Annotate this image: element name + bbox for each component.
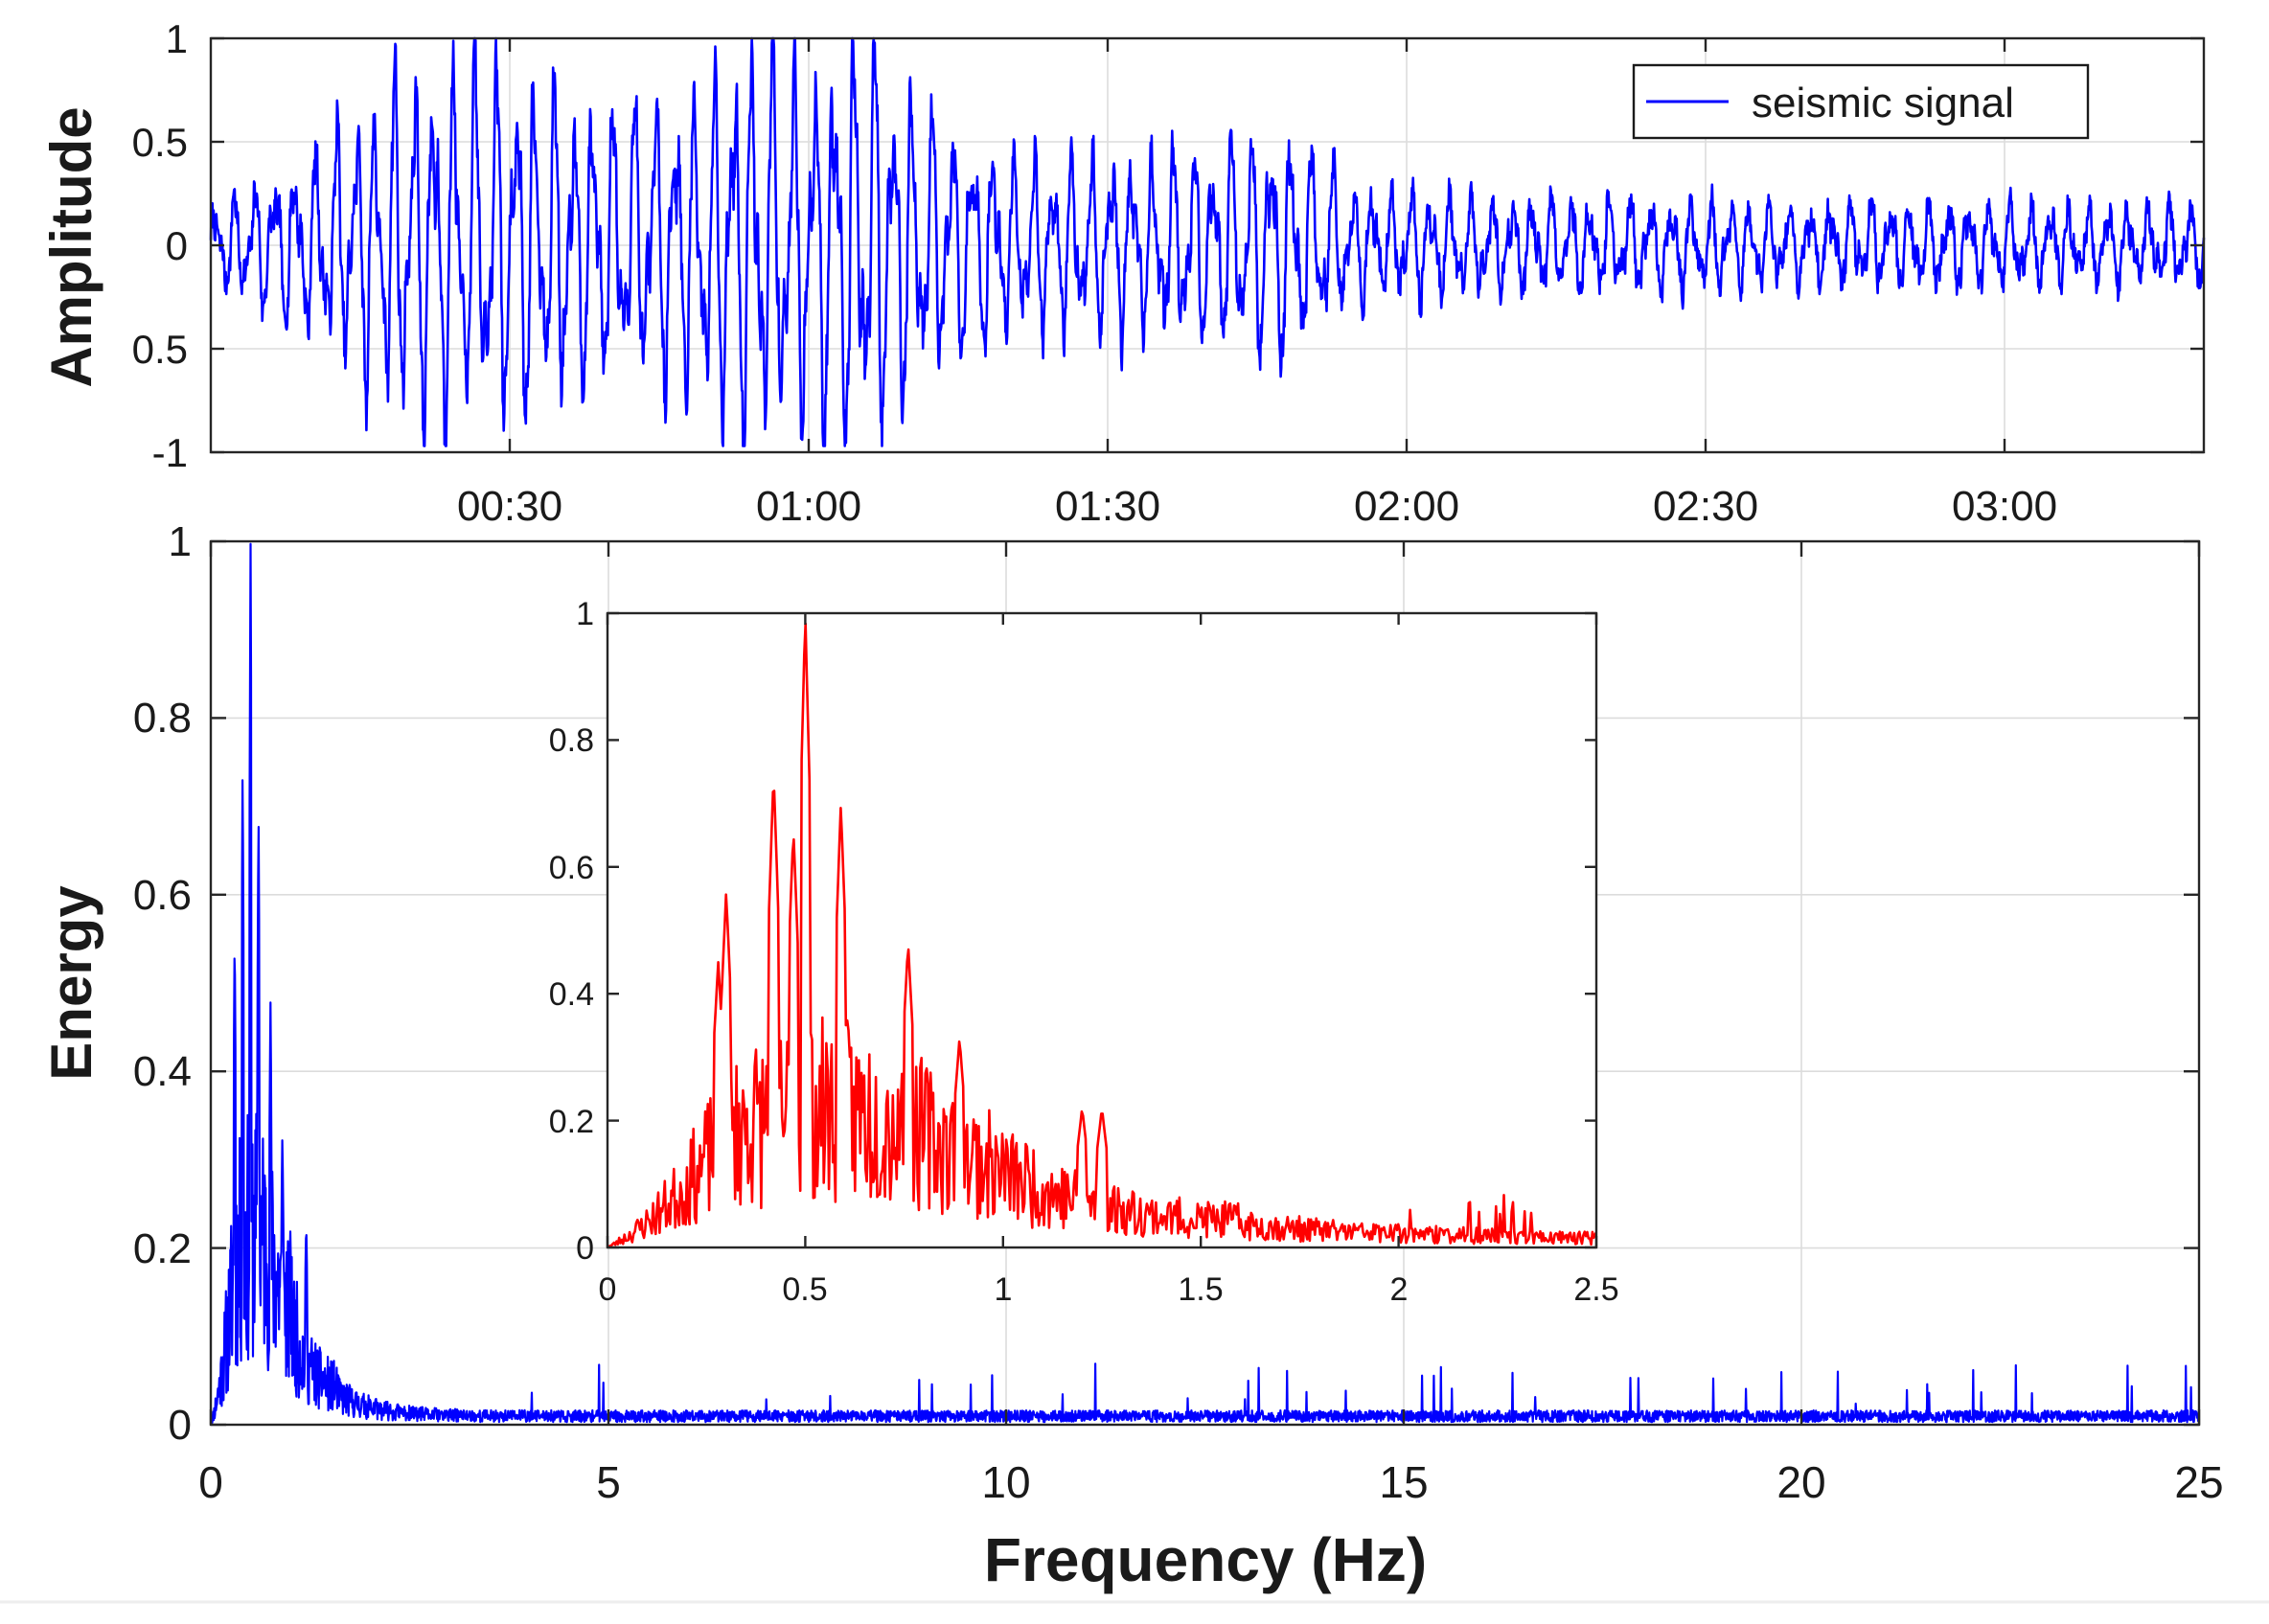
spectrum-axes-frame — [209, 539, 2201, 1427]
amp-tick-label: 0 — [166, 223, 188, 268]
amp-tick-label: 0.5 — [132, 327, 188, 372]
inset-x-tick-label: 2.5 — [1573, 1271, 1618, 1308]
time-tick-label: 01:00 — [756, 483, 861, 530]
inset-y-tick-label: 1 — [576, 596, 594, 632]
frequency-axis-label: Frequency (Hz) — [984, 1525, 1427, 1594]
time-tick-label: 02:00 — [1354, 483, 1459, 530]
inset-x-tick-label: 0.5 — [782, 1271, 827, 1308]
frequency-tick-label: 10 — [981, 1457, 1030, 1507]
time-tick-label: 01:30 — [1055, 483, 1160, 530]
inset-ticks — [606, 611, 1598, 1249]
energy-tick-label: 0.6 — [133, 872, 192, 919]
inset-spectrum-line — [607, 622, 1598, 1247]
frequency-tick-label: 25 — [2174, 1457, 2223, 1507]
time-tick-label: 03:00 — [1952, 483, 2057, 530]
energy-tick-label: 0.8 — [133, 695, 192, 742]
inset-y-tick-label: 0 — [576, 1230, 594, 1267]
inset-y-tick-label: 0.8 — [549, 722, 594, 759]
amp-tick-label: 1 — [166, 16, 188, 61]
spectrum-line-group — [210, 542, 2201, 1425]
energy-tick-label: 0.2 — [133, 1225, 192, 1272]
amplitude-axis-label: Amplitude — [39, 106, 103, 387]
inset-x-tick-label: 2 — [1390, 1271, 1409, 1308]
amp-tick-label: -1 — [152, 430, 188, 475]
spectrum-ticks — [209, 539, 2201, 1427]
inset-axes-frame — [606, 611, 1598, 1249]
inset-y-tick-label: 0.6 — [549, 850, 594, 886]
time-tick-label: 00:30 — [457, 483, 562, 530]
amp-tick-label: 0.5 — [132, 120, 188, 165]
frequency-tick-label: 15 — [1379, 1457, 1428, 1507]
inset-line-group — [607, 622, 1598, 1247]
inset-x-tick-label: 0 — [599, 1271, 617, 1308]
legend: seismic signal — [1632, 63, 2090, 140]
legend-entry-label: seismic signal — [1752, 80, 2014, 126]
inset-x-tick-label: 1.5 — [1178, 1271, 1223, 1308]
energy-axis-label: Energy — [39, 885, 103, 1081]
inset-x-tick-label: 1 — [995, 1271, 1013, 1308]
energy-tick-label: 0.4 — [133, 1048, 192, 1095]
seismic-signal-line — [209, 36, 2206, 447]
signal-panel: 1 0.5 0 0.5 -1 00:30 01:00 01:30 02:00 0… — [39, 16, 2206, 530]
inset-y-tick-label: 0.2 — [549, 1104, 594, 1140]
inset-plot-area — [607, 613, 1596, 1247]
inset-panel: 0 0.2 0.4 0.6 0.8 1 0 0.5 1 1.5 2 2.5 — [549, 596, 1619, 1308]
signal-line-group — [209, 36, 2206, 447]
time-tick-label: 02:30 — [1653, 483, 1758, 530]
signal-ticks — [211, 36, 2204, 454]
spectrum-line — [210, 542, 2201, 1425]
energy-tick-label: 1 — [169, 518, 192, 565]
frequency-tick-label: 20 — [1776, 1457, 1825, 1507]
energy-tick-label: 0 — [169, 1402, 192, 1449]
frequency-tick-label: 5 — [596, 1457, 621, 1507]
inset-y-tick-label: 0.4 — [549, 976, 594, 1013]
frequency-tick-label: 0 — [198, 1457, 223, 1507]
